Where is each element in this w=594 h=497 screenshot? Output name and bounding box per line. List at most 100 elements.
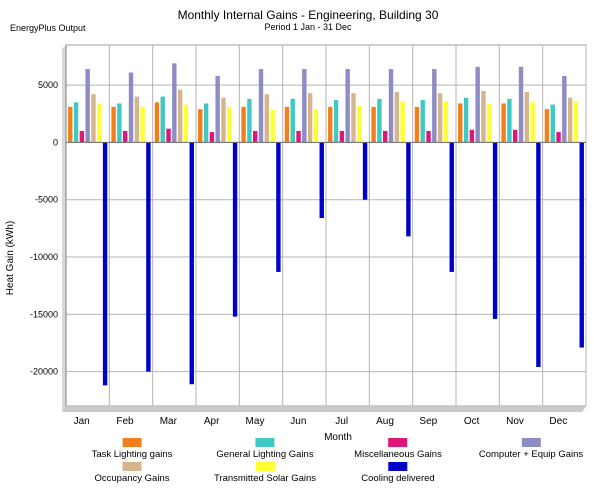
bar-general-lighting-gains-apr xyxy=(203,103,209,143)
bar-transmitted-solar-gains-may xyxy=(270,109,275,143)
bar-transmitted-solar-gains-feb xyxy=(140,106,145,143)
x-tick-label: Jun xyxy=(290,416,306,427)
chart-subtitle: Period 1 Jan - 31 Dec xyxy=(264,22,352,32)
bar-cooling-delivered-aug xyxy=(406,142,411,237)
bar-occupancy-gains-may xyxy=(264,94,269,143)
x-tick-label: Apr xyxy=(204,416,220,427)
legend-item-transmitted-solar-gains: Transmitted Solar Gains xyxy=(214,462,316,484)
bar-computer-equip-gains-feb xyxy=(128,72,134,143)
bar-miscellaneous-gains-oct xyxy=(469,129,475,143)
bar-occupancy-gains-aug xyxy=(394,91,399,143)
x-tick-label: Aug xyxy=(376,416,394,427)
bar-general-lighting-gains-aug xyxy=(377,98,382,143)
y-axis-label: Heat Gain (kWh) xyxy=(5,221,16,295)
chart-title: Monthly Internal Gains - Engineering, Bu… xyxy=(178,8,439,22)
x-tick-label: Sep xyxy=(419,416,437,427)
legend-label: Cooling delivered xyxy=(361,473,435,484)
x-tick-labels: Jan Feb Mar Apr May Jun Jul Aug Sep Oct Nov Dec xyxy=(74,416,568,427)
bar-transmitted-solar-gains-nov xyxy=(530,102,535,143)
legend-label: General Lighting Gains xyxy=(216,449,314,460)
bar-general-lighting-gains-jan xyxy=(73,102,79,143)
bar-task-lighting-gains-may xyxy=(241,106,246,143)
bar-miscellaneous-gains-may xyxy=(253,130,258,143)
bar-general-lighting-gains-dec xyxy=(550,104,555,143)
legend-label: Computer + Equip Gains xyxy=(478,449,584,460)
bar-cooling-delivered-jan xyxy=(102,142,108,386)
y-tick-labels: 5000 0 -5000 -10000 -15000 -20000 xyxy=(30,80,58,377)
bar-occupancy-gains-feb xyxy=(134,96,139,143)
bar-transmitted-solar-gains-mar xyxy=(183,104,189,143)
bar-cooling-delivered-sep xyxy=(449,142,454,272)
bar-computer-equip-gains-jan xyxy=(85,69,90,143)
bar-miscellaneous-gains-jul xyxy=(339,130,345,143)
bar-computer-equip-gains-sep xyxy=(432,69,437,143)
bar-transmitted-solar-gains-apr xyxy=(227,106,232,143)
y-tick-label: 0 xyxy=(53,137,58,147)
bar-task-lighting-gains-mar xyxy=(154,102,160,143)
bar-miscellaneous-gains-feb xyxy=(123,130,128,143)
bar-miscellaneous-gains-sep xyxy=(426,130,431,143)
bar-task-lighting-gains-aug xyxy=(371,106,376,143)
x-tick-label: Nov xyxy=(506,416,524,427)
bar-miscellaneous-gains-mar xyxy=(166,128,171,143)
bar-cooling-delivered-may xyxy=(276,142,281,272)
x-tick-label: May xyxy=(246,416,265,427)
bar-cooling-delivered-jul xyxy=(362,142,368,200)
bar-miscellaneous-gains-aug xyxy=(383,130,388,143)
x-tick-label: Dec xyxy=(549,416,567,427)
bar-computer-equip-gains-jun xyxy=(302,69,307,143)
bars xyxy=(68,63,584,386)
bar-occupancy-gains-sep xyxy=(437,93,443,143)
legend-item-miscellaneous-gains: Miscellaneous Gains xyxy=(354,438,442,460)
source-label: EnergyPlus Output xyxy=(10,23,86,33)
legend-item-computer-equip-gains: Computer + Equip Gains xyxy=(479,438,583,460)
bar-occupancy-gains-oct xyxy=(481,90,486,143)
bar-task-lighting-gains-jan xyxy=(68,106,73,143)
bar-task-lighting-gains-oct xyxy=(458,103,463,143)
bar-task-lighting-gains-jul xyxy=(328,106,333,143)
x-tick-label: Feb xyxy=(116,416,134,427)
bar-miscellaneous-gains-apr xyxy=(209,132,215,143)
legend-swatch xyxy=(388,438,408,447)
bar-transmitted-solar-gains-jan xyxy=(97,103,102,143)
legend-item-task-lighting-gains: Task Lighting gains xyxy=(92,438,172,460)
legend-item-occupancy-gains: Occupancy Gains xyxy=(94,462,170,484)
y-tick-label: -20000 xyxy=(30,367,58,377)
legend-item-general-lighting-gains: General Lighting Gains xyxy=(216,438,314,460)
bar-task-lighting-gains-sep xyxy=(414,106,420,143)
bar-computer-equip-gains-jul xyxy=(345,69,350,143)
x-tick-label: Jul xyxy=(335,416,348,427)
bar-transmitted-solar-gains-dec xyxy=(573,101,579,143)
bar-miscellaneous-gains-dec xyxy=(556,132,561,143)
bar-transmitted-solar-gains-sep xyxy=(443,101,449,143)
bar-general-lighting-gains-sep xyxy=(420,100,425,143)
bar-occupancy-gains-dec xyxy=(567,97,573,143)
legend-swatch xyxy=(388,462,408,471)
legend-swatch xyxy=(122,438,142,447)
bar-transmitted-solar-gains-oct xyxy=(487,103,492,143)
bar-general-lighting-gains-nov xyxy=(507,98,512,143)
bar-occupancy-gains-nov xyxy=(524,91,529,143)
bar-computer-equip-gains-oct xyxy=(475,66,480,143)
bar-computer-equip-gains-dec xyxy=(562,75,567,143)
bar-general-lighting-gains-oct xyxy=(463,97,469,143)
x-axis-label: Month xyxy=(324,432,352,443)
bar-occupancy-gains-apr xyxy=(221,97,226,143)
bar-miscellaneous-gains-jun xyxy=(296,130,301,143)
legend-swatch xyxy=(122,462,142,471)
bar-transmitted-solar-gains-jul xyxy=(357,105,362,143)
legend-swatch xyxy=(521,438,541,447)
y-tick-label: -10000 xyxy=(30,252,58,262)
bar-general-lighting-gains-jul xyxy=(333,100,339,143)
bar-occupancy-gains-jul xyxy=(351,93,356,143)
bar-miscellaneous-gains-nov xyxy=(513,129,518,143)
bar-general-lighting-gains-feb xyxy=(117,103,122,143)
bar-general-lighting-gains-mar xyxy=(160,96,165,143)
legend-label: Occupancy Gains xyxy=(94,473,170,484)
legend-label: Transmitted Solar Gains xyxy=(213,473,317,484)
bar-miscellaneous-gains-jan xyxy=(79,130,85,143)
bar-computer-equip-gains-apr xyxy=(215,75,220,143)
legend: Task Lighting gains General Lighting Gain… xyxy=(0,438,594,497)
bar-computer-equip-gains-may xyxy=(258,69,264,143)
bar-cooling-delivered-jun xyxy=(319,142,324,219)
